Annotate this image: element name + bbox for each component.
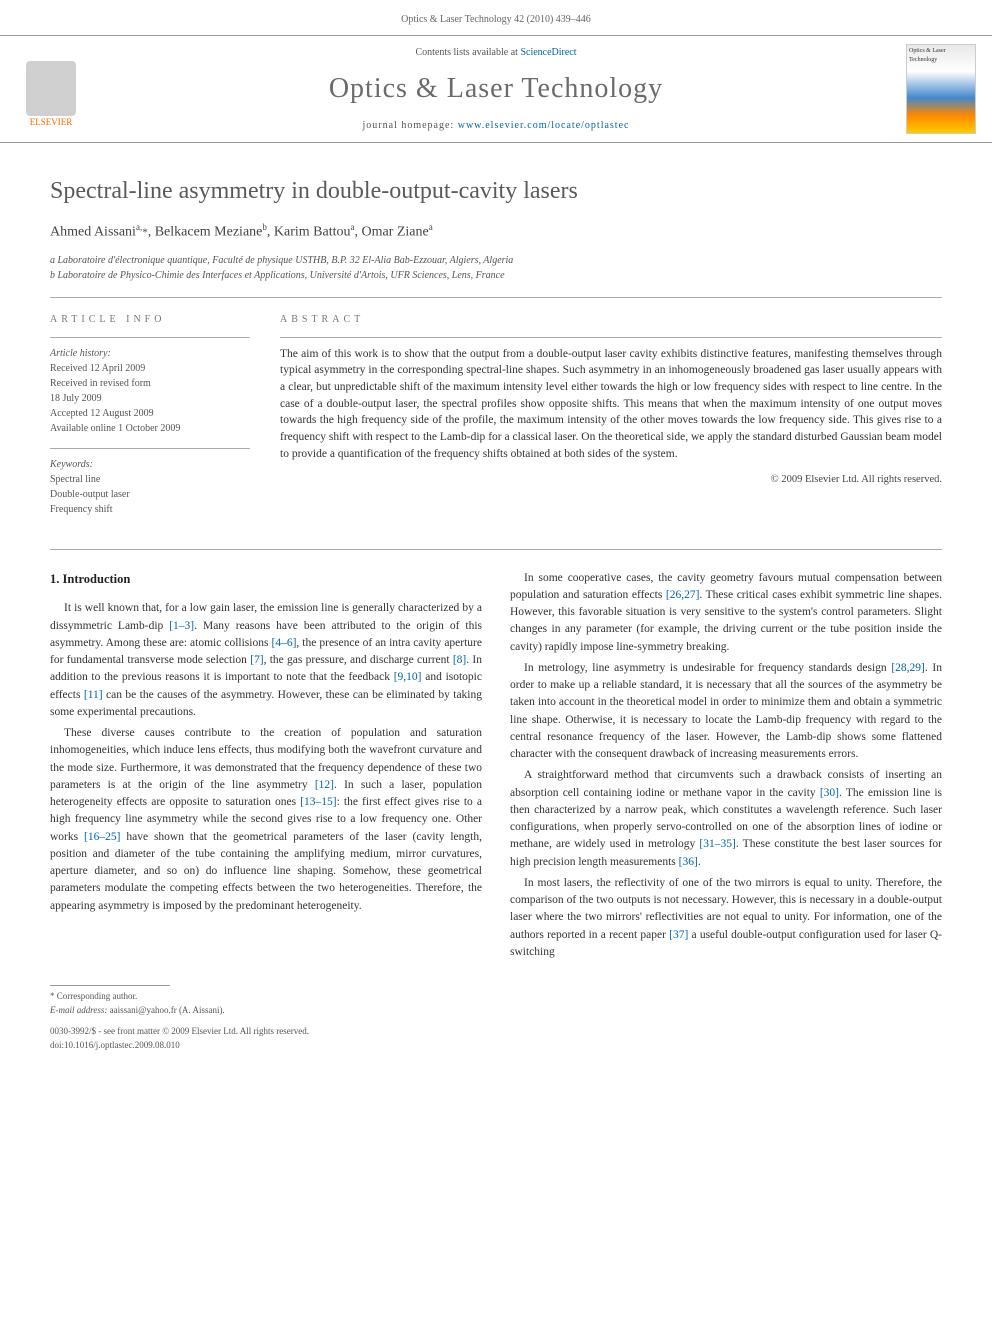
article-info-column: ARTICLE INFO Article history: Received 1… (50, 312, 250, 529)
homepage-prefix: journal homepage: (363, 120, 458, 131)
keyword-2: Double-output laser (50, 487, 250, 502)
ref-37[interactable]: [37] (669, 929, 688, 941)
received-date: Received 12 April 2009 (50, 361, 250, 376)
abstract-text: The aim of this work is to show that the… (280, 346, 942, 463)
ref-28-29[interactable]: [28,29] (891, 662, 925, 674)
contents-line: Contents lists available at ScienceDirec… (98, 45, 894, 60)
online-date: Available online 1 October 2009 (50, 421, 250, 436)
email-address[interactable]: aaissani@yahoo.fr (A. Aissani). (110, 1005, 225, 1015)
banner-center: Contents lists available at ScienceDirec… (98, 45, 894, 133)
email-line: E-mail address: aaissani@yahoo.fr (A. Ai… (50, 1004, 942, 1018)
keyword-3: Frequency shift (50, 502, 250, 517)
section-1-heading: 1. Introduction (50, 570, 482, 589)
ref-11[interactable]: [11] (84, 689, 103, 701)
doi-line: doi:10.1016/j.optlastec.2009.08.010 (50, 1039, 942, 1053)
ref-36[interactable]: [36] (679, 856, 698, 868)
article-history: Article history: Received 12 April 2009 … (50, 346, 250, 436)
ref-30[interactable]: [30] (820, 787, 839, 799)
keyword-1: Spectral line (50, 472, 250, 487)
abstract-column: ABSTRACT The aim of this work is to show… (280, 312, 942, 529)
footer-divider (50, 985, 170, 986)
keywords-label: Keywords: (50, 457, 250, 472)
p4-text-b: . In order to make up a reliable standar… (510, 662, 942, 760)
info-abstract-row: ARTICLE INFO Article history: Received 1… (0, 298, 992, 549)
info-divider-1 (50, 337, 250, 338)
page-header-citation: Optics & Laser Technology 42 (2010) 439–… (0, 0, 992, 35)
paragraph-3: In some cooperative cases, the cavity ge… (510, 570, 942, 656)
author-2: , Belkacem Meziane (148, 225, 263, 240)
paragraph-5: A straightforward method that circumvent… (510, 767, 942, 871)
revised-line1: Received in revised form (50, 376, 250, 391)
ref-12[interactable]: [12] (315, 779, 334, 791)
homepage-link[interactable]: www.elsevier.com/locate/optlastec (458, 120, 630, 131)
ref-8[interactable]: [8] (453, 654, 466, 666)
author-3: , Karim Battou (267, 225, 351, 240)
keywords-block: Keywords: Spectral line Double-output la… (50, 457, 250, 517)
p1-text-g: can be the causes of the asymmetry. Howe… (50, 689, 482, 718)
body-columns: 1. Introduction It is well known that, f… (0, 550, 992, 976)
publisher-logo: ELSEVIER (16, 49, 86, 129)
abstract-divider (280, 337, 942, 338)
ref-7[interactable]: [7] (250, 654, 263, 666)
paragraph-2: These diverse causes contribute to the c… (50, 725, 482, 915)
accepted-date: Accepted 12 August 2009 (50, 406, 250, 421)
ref-16-25[interactable]: [16–25] (84, 831, 120, 843)
journal-banner: ELSEVIER Contents lists available at Sci… (0, 35, 992, 143)
article-info-heading: ARTICLE INFO (50, 312, 250, 327)
journal-title: Optics & Laser Technology (98, 68, 894, 110)
ref-1-3[interactable]: [1–3] (169, 620, 194, 632)
abstract-heading: ABSTRACT (280, 312, 942, 327)
sciencedirect-link[interactable]: ScienceDirect (520, 47, 576, 58)
affiliation-b: b Laboratoire de Physico-Chimie des Inte… (50, 268, 942, 283)
p5-text-d: . (698, 856, 701, 868)
article-title: Spectral-line asymmetry in double-output… (0, 143, 992, 221)
issn-line: 0030-3992/$ - see front matter © 2009 El… (50, 1025, 942, 1039)
right-column: In some cooperative cases, the cavity ge… (510, 570, 942, 966)
p4-text-a: In metrology, line asymmetry is undesira… (524, 662, 891, 674)
footer-block: * Corresponding author. E-mail address: … (0, 975, 992, 1072)
author-4-affil: a (429, 222, 433, 232)
ref-31-35[interactable]: [31–35] (699, 838, 735, 850)
paragraph-1: It is well known that, for a low gain la… (50, 600, 482, 721)
homepage-line: journal homepage: www.elsevier.com/locat… (98, 118, 894, 133)
paragraph-6: In most lasers, the reflectivity of one … (510, 875, 942, 961)
ref-9-10[interactable]: [9,10] (394, 671, 422, 683)
ref-26-27[interactable]: [26,27] (666, 589, 700, 601)
ref-13-15[interactable]: [13–15] (300, 796, 336, 808)
elsevier-tree-icon (26, 61, 76, 116)
publisher-name: ELSEVIER (30, 116, 73, 130)
paragraph-4: In metrology, line asymmetry is undesira… (510, 660, 942, 764)
abstract-copyright: © 2009 Elsevier Ltd. All rights reserved… (280, 472, 942, 488)
contents-prefix: Contents lists available at (415, 47, 520, 58)
history-label: Article history: (50, 346, 250, 361)
revised-line2: 18 July 2009 (50, 391, 250, 406)
email-label: E-mail address: (50, 1005, 110, 1015)
left-column: 1. Introduction It is well known that, f… (50, 570, 482, 966)
ref-4-6[interactable]: [4–6] (271, 637, 296, 649)
affiliation-a: a Laboratoire d'électronique quantique, … (50, 253, 942, 268)
affiliations: a Laboratoire d'électronique quantique, … (0, 253, 992, 297)
author-1: Ahmed Aissani (50, 225, 136, 240)
author-4: , Omar Ziane (354, 225, 428, 240)
corresponding-note: * Corresponding author. (50, 990, 942, 1004)
authors-line: Ahmed Aissania,*, Belkacem Mezianeb, Kar… (0, 221, 992, 253)
journal-cover-thumbnail: Optics & Laser Technology (906, 44, 976, 134)
info-divider-2 (50, 448, 250, 449)
p1-text-d: , the gas pressure, and discharge curren… (264, 654, 453, 666)
